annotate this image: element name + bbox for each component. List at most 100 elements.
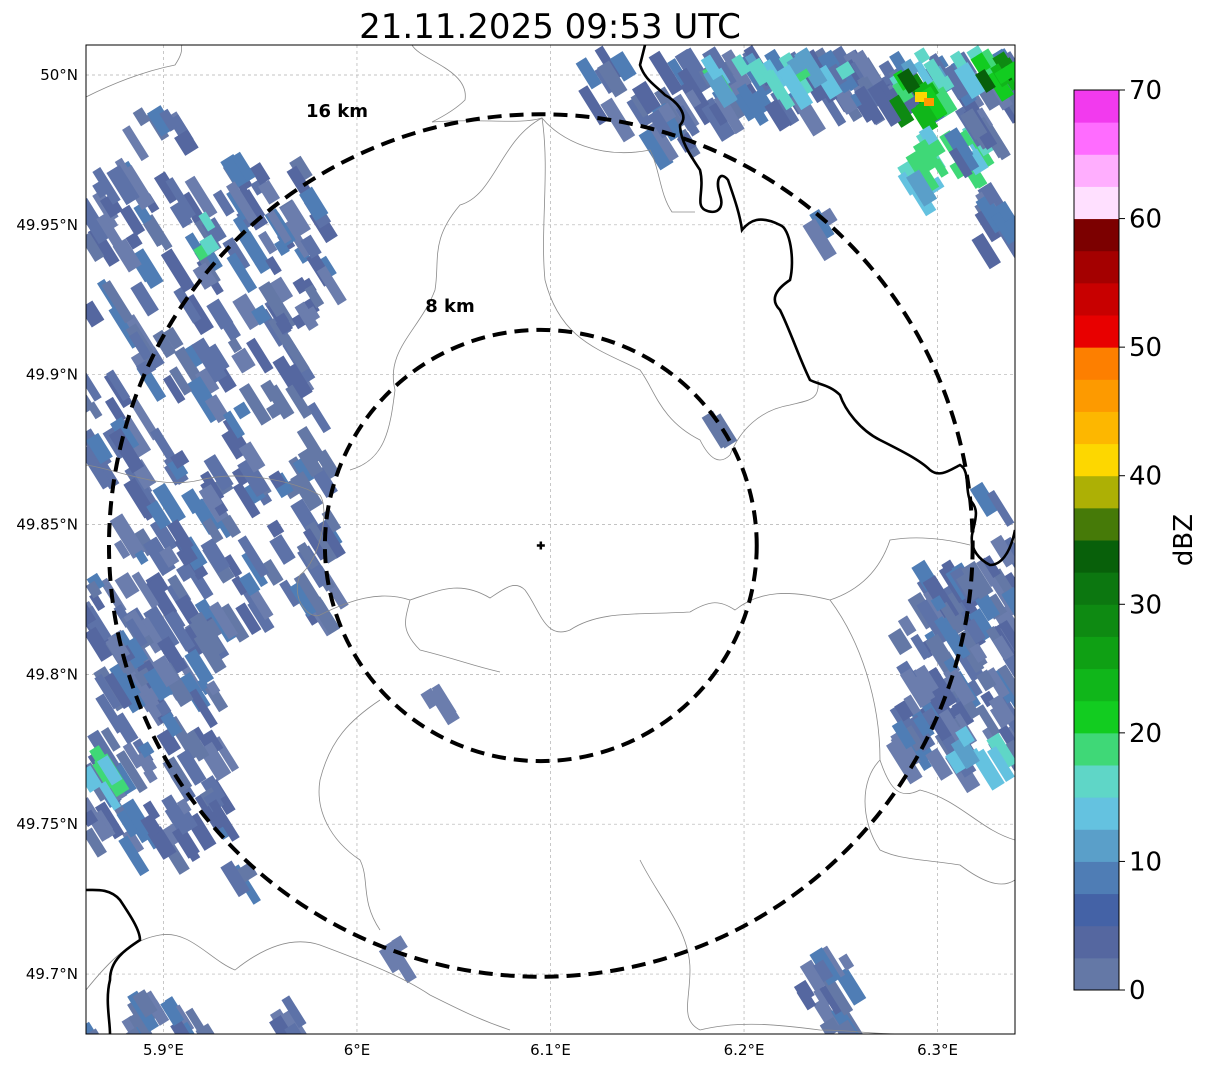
echo-cell bbox=[143, 218, 168, 248]
echo-cell bbox=[206, 680, 221, 696]
echo-cell bbox=[96, 213, 126, 252]
echo-cell bbox=[184, 648, 214, 686]
colorbar-segment bbox=[1074, 282, 1119, 316]
echo-cell bbox=[218, 603, 250, 643]
echo-cell bbox=[764, 99, 793, 132]
echo-cell bbox=[185, 1007, 213, 1034]
echo-cell bbox=[169, 201, 193, 229]
echo-cell bbox=[92, 167, 121, 205]
echo-cell bbox=[208, 601, 238, 640]
echo-cell bbox=[96, 755, 123, 786]
echo-cell bbox=[648, 50, 684, 96]
longitude-ticks: 5.9°E 6°E 6.1°E 6.2°E 6.3°E bbox=[143, 1041, 958, 1059]
echo-cell bbox=[124, 464, 158, 508]
echo-cell bbox=[231, 151, 256, 183]
echo-cell-high bbox=[915, 92, 927, 102]
lat-tick-label: 49.75°N bbox=[16, 815, 78, 833]
echo-cell bbox=[165, 177, 196, 219]
border-line-thick bbox=[638, 45, 1015, 567]
lon-tick-label: 6.1°E bbox=[530, 1041, 571, 1059]
echo-cell bbox=[249, 162, 271, 186]
map-title: 21.11.2025 09:53 UTC bbox=[359, 7, 741, 47]
echo-cell bbox=[167, 457, 189, 481]
echo-cell bbox=[113, 539, 131, 560]
echo-cell bbox=[140, 813, 163, 838]
echo-cell bbox=[934, 616, 965, 657]
echo-cell bbox=[904, 714, 936, 752]
echo-cell bbox=[304, 284, 325, 309]
echo-cell bbox=[191, 337, 228, 383]
echo-cell bbox=[957, 129, 975, 148]
echo-cell bbox=[265, 255, 282, 276]
echo-cell bbox=[184, 175, 218, 219]
echo-cell bbox=[962, 618, 986, 645]
echo-cell bbox=[975, 68, 996, 93]
echo-cell bbox=[991, 211, 1015, 245]
lon-tick-label: 5.9°E bbox=[143, 1041, 184, 1059]
colorbar-segment bbox=[1074, 925, 1119, 959]
echo-cell bbox=[998, 619, 1015, 651]
echo-cell bbox=[143, 536, 176, 576]
echo-cell bbox=[122, 828, 145, 855]
echo-cell bbox=[146, 500, 172, 530]
echo-cell bbox=[86, 604, 97, 625]
colorbar-segment bbox=[1074, 700, 1119, 734]
border-line-thin bbox=[829, 537, 971, 601]
echo-cell bbox=[296, 541, 319, 570]
echo-cell bbox=[994, 65, 1014, 85]
echo-cell bbox=[292, 457, 315, 484]
echo-cell bbox=[900, 58, 919, 78]
lat-tick-label: 49.85°N bbox=[16, 516, 78, 534]
echo-cell bbox=[98, 781, 122, 811]
border-line-thin bbox=[639, 859, 701, 1031]
echo-cell bbox=[285, 383, 313, 419]
echo-cell bbox=[155, 700, 172, 717]
echo-cell bbox=[890, 732, 918, 765]
echo-cell bbox=[142, 691, 166, 720]
echo-cell bbox=[777, 64, 814, 111]
colorbar-segment bbox=[1074, 957, 1119, 991]
echo-cell bbox=[104, 672, 133, 710]
echo-cell bbox=[246, 337, 274, 374]
echo-cell bbox=[151, 655, 180, 688]
echo-cell bbox=[86, 394, 95, 414]
echo-cell bbox=[162, 374, 186, 404]
colorbar-segment bbox=[1074, 90, 1119, 123]
echo-cell bbox=[307, 402, 332, 434]
echo-cell bbox=[813, 986, 833, 1009]
echo-cell bbox=[910, 633, 932, 661]
echo-cell bbox=[266, 400, 286, 420]
echo-cell bbox=[109, 513, 146, 559]
echo-cell bbox=[713, 93, 745, 135]
echo-cell bbox=[208, 799, 240, 842]
colorbar-frame bbox=[1073, 89, 1120, 991]
echo-cell bbox=[656, 102, 677, 124]
colorbar-segment bbox=[1074, 250, 1119, 284]
echo-cell bbox=[281, 335, 310, 373]
echo-cell bbox=[94, 801, 125, 840]
echo-cell bbox=[181, 488, 205, 515]
echo-cell bbox=[156, 728, 182, 756]
colorbar-segment bbox=[1074, 668, 1119, 702]
border-line-thin bbox=[864, 759, 1015, 885]
echo-cell bbox=[227, 337, 243, 354]
echo-cell bbox=[251, 304, 271, 326]
echo-cell bbox=[981, 185, 1000, 206]
echo-cell bbox=[835, 61, 855, 80]
echo-cell bbox=[189, 611, 226, 658]
colorbar-segment bbox=[1074, 797, 1119, 830]
echo-cell bbox=[108, 428, 145, 474]
echo-cell bbox=[122, 125, 149, 162]
colorbar-segment bbox=[1074, 732, 1119, 766]
echo-cell bbox=[101, 280, 134, 324]
echo-cell bbox=[677, 67, 710, 110]
colorbar-segment bbox=[1074, 122, 1119, 155]
echo-cell bbox=[809, 209, 835, 241]
echo-cell bbox=[802, 218, 837, 262]
echo-cell bbox=[110, 416, 140, 453]
echo-cell bbox=[238, 441, 266, 473]
echo-cell bbox=[378, 944, 404, 974]
echo-cell bbox=[987, 489, 1015, 527]
echo-cell bbox=[761, 69, 787, 101]
echo-cell bbox=[194, 367, 220, 396]
